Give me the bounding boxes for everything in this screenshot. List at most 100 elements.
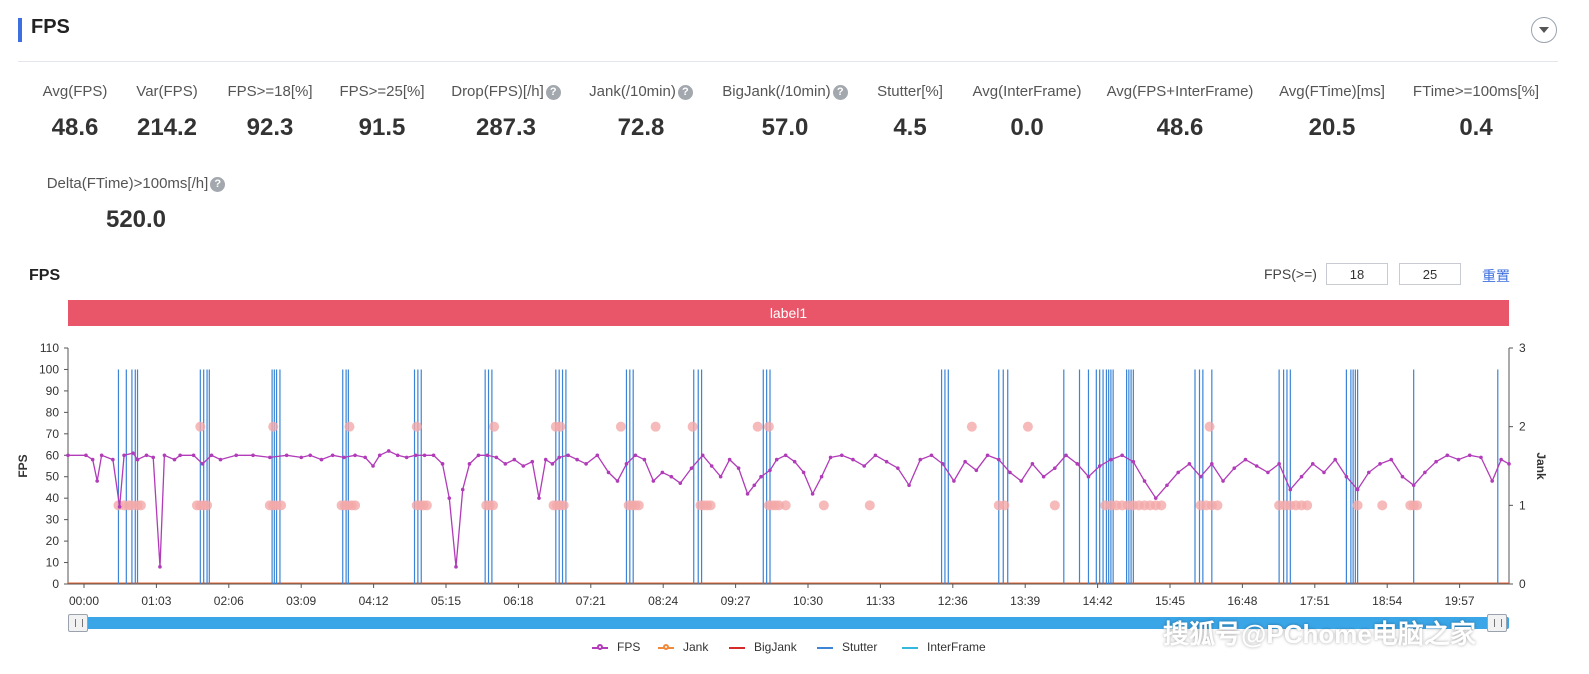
- legend-label: Stutter: [842, 640, 878, 654]
- time-range-slider[interactable]: [68, 617, 1509, 629]
- fps-point: [1507, 462, 1511, 466]
- help-icon[interactable]: ?: [210, 177, 226, 192]
- jank-marker: [966, 421, 977, 432]
- collapse-toggle-icon[interactable]: [1531, 17, 1557, 43]
- help-icon[interactable]: ?: [677, 85, 693, 100]
- jank-marker: [1156, 500, 1167, 511]
- fps-point: [151, 455, 156, 460]
- fps-point: [447, 496, 452, 500]
- panel-header: FPS: [0, 0, 1589, 62]
- x-tick-label: 16:48: [1227, 594, 1257, 608]
- fps-point: [873, 453, 878, 458]
- legend-item[interactable]: Stutter: [817, 640, 877, 654]
- metric-card: FPS>=25[%] 91.5: [292, 83, 472, 142]
- metric-value: 214.2: [136, 114, 198, 141]
- legend-swatch-icon: [592, 643, 608, 650]
- legend-label: Jank: [683, 640, 709, 654]
- x-tick-label: 08:24: [648, 594, 678, 608]
- jank-marker: [202, 500, 213, 511]
- metric-value: 48.6: [1156, 114, 1204, 141]
- legend-item[interactable]: Jank: [658, 640, 708, 654]
- y-tick-label: 10: [46, 556, 60, 570]
- jank-marker: [1377, 500, 1388, 511]
- fps-point: [191, 453, 196, 458]
- fps-point: [178, 453, 182, 458]
- y2-tick-label: 1: [1519, 498, 1526, 512]
- fps-point: [1030, 462, 1035, 466]
- slider-start-handle[interactable]: [68, 614, 88, 632]
- fps-point: [1411, 483, 1416, 488]
- fps-point: [431, 453, 436, 458]
- metric-label-text: FPS>=25[%]: [339, 83, 425, 100]
- fps-point: [1277, 462, 1281, 466]
- jank-marker: [650, 421, 661, 432]
- fps-point: [413, 453, 418, 458]
- y-tick-label: 30: [46, 513, 60, 527]
- metric-label: Var(FPS): [77, 83, 257, 100]
- fps-threshold-high-input[interactable]: [1399, 263, 1461, 285]
- fps-threshold-low-input[interactable]: [1326, 263, 1388, 285]
- fps-point: [454, 565, 458, 569]
- label-band[interactable]: label1: [68, 300, 1509, 326]
- fps-point: [467, 462, 472, 466]
- fps-point: [660, 470, 665, 475]
- metric-card: Drop(FPS)[/h]? 287.3: [416, 83, 596, 142]
- help-icon[interactable]: ?: [545, 85, 561, 100]
- fps-point: [1187, 462, 1192, 466]
- fps-point: [330, 453, 335, 458]
- slider-end-handle[interactable]: [1487, 614, 1507, 632]
- fps-point: [974, 468, 979, 473]
- legend-item[interactable]: InterFrame: [902, 640, 986, 654]
- fps-point: [606, 470, 611, 475]
- fps-point: [1434, 459, 1438, 464]
- fps-point: [595, 453, 600, 458]
- metric-card: Delta(FTime)>100ms[/h]? 520.0: [36, 175, 236, 234]
- jank-marker: [752, 421, 763, 432]
- metric-card: Avg(InterFrame) 0.0: [937, 83, 1117, 142]
- metric-label-text: Stutter[%]: [877, 83, 943, 100]
- fps-point: [131, 451, 135, 455]
- jank-marker: [558, 500, 569, 511]
- metric-label-text: Avg(InterFrame): [972, 83, 1082, 100]
- fps-point: [1490, 479, 1494, 483]
- fps-point: [1198, 474, 1203, 479]
- y-tick-label: 50: [46, 470, 60, 484]
- metric-card: Avg(FPS) 48.6: [0, 83, 165, 142]
- fps-point: [1310, 462, 1315, 466]
- metric-label: FPS>=18[%]: [180, 83, 360, 100]
- metric-card: FPS>=18[%] 92.3: [180, 83, 360, 142]
- metric-label: FPS>=25[%]: [292, 83, 472, 100]
- fps-point: [1142, 479, 1147, 483]
- fps-chart[interactable]: 0 10 20 30 40 50 60 70 80 90 100 110 0 1 2 3 00:00 01:03 0…: [0, 330, 1589, 612]
- header-divider: [18, 61, 1558, 62]
- jank-marker: [687, 421, 698, 432]
- fps-point: [537, 496, 541, 500]
- reset-button[interactable]: 重置: [1482, 268, 1510, 284]
- x-tick-label: 06:18: [503, 594, 533, 608]
- jank-marker: [615, 421, 626, 432]
- fps-point: [745, 492, 750, 496]
- fps-point: [752, 483, 757, 488]
- fps-point: [996, 457, 1001, 462]
- fps-point: [1075, 462, 1080, 466]
- legend-item[interactable]: FPS: [592, 640, 640, 654]
- fps-point: [476, 453, 481, 458]
- fps-point: [839, 453, 844, 458]
- help-icon[interactable]: ?: [832, 85, 848, 100]
- fps-point: [1086, 474, 1091, 479]
- fps-point: [251, 453, 255, 458]
- fps-point: [689, 466, 694, 470]
- jank-marker: [195, 421, 206, 432]
- fps-point: [99, 453, 104, 458]
- legend-item[interactable]: BigJank: [729, 640, 797, 654]
- metric-card: Avg(FPS+InterFrame) 48.6: [1090, 83, 1270, 142]
- jank-marker: [489, 421, 500, 432]
- fps-point: [896, 466, 900, 470]
- fps-point: [122, 453, 126, 458]
- jank-marker: [135, 500, 146, 511]
- fps-point: [1221, 479, 1225, 483]
- fps-point: [575, 457, 579, 462]
- jank-marker: [344, 421, 355, 432]
- fps-point: [1299, 474, 1304, 479]
- y-axis-title: FPS: [16, 454, 30, 477]
